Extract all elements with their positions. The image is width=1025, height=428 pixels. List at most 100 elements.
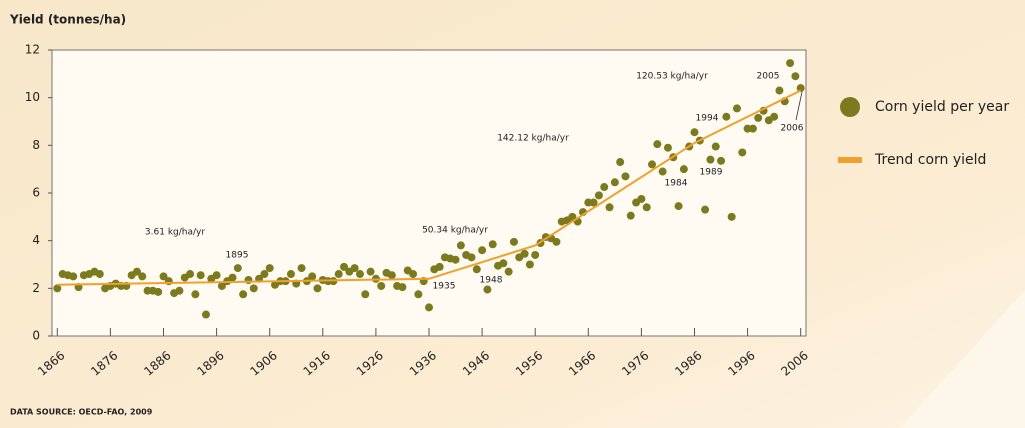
point [732,104,741,113]
annotation: 1994 [696,114,719,124]
y-tick-label: 12 [25,43,40,57]
point [499,259,508,268]
legend-marker [840,97,860,117]
point [249,284,258,293]
point [196,271,205,280]
point [217,281,226,290]
annotation: 1935 [433,282,456,292]
point [642,203,651,212]
point [186,270,195,279]
point [504,267,513,276]
point [201,310,210,319]
point [701,205,710,214]
point [467,253,476,262]
annotation: 1989 [700,168,723,178]
point [738,148,747,157]
point [377,281,386,290]
point [610,178,619,187]
point [552,237,561,246]
point [594,191,603,200]
point [132,267,141,276]
point [653,140,662,149]
point [637,194,646,203]
annotation: 2006 [781,124,804,134]
point [531,250,540,259]
background-shape [900,290,1025,428]
annotation: 2005 [757,72,780,82]
annotation: 50.34 kg/ha/yr [422,226,488,236]
point [233,264,242,273]
point [754,113,763,122]
point [711,142,720,151]
legend-label: Corn yield per year [875,99,1009,115]
point [297,264,306,273]
point [488,240,497,249]
point [435,262,444,271]
point [791,72,800,81]
point [748,124,757,133]
annotation: 1984 [665,179,688,189]
point [387,271,396,280]
point [286,270,295,279]
point [334,270,343,279]
point [727,212,736,221]
y-tick-label: 6 [32,186,40,200]
point [722,112,731,121]
point [366,267,375,276]
point [308,272,317,281]
point [626,211,635,220]
point [451,255,460,264]
point [663,143,672,152]
point [679,165,688,174]
legend-marker [838,157,862,163]
point [674,202,683,211]
point [228,273,237,282]
point [265,264,274,273]
point [600,183,609,192]
trend-line [57,89,802,286]
point [770,112,779,121]
point [175,286,184,295]
point [159,272,168,281]
point [456,241,465,250]
annotation: 3.61 kg/ha/yr [145,228,205,238]
point [589,198,598,207]
point [775,86,784,95]
y-tick-label: 10 [25,90,40,104]
leader-line [795,91,803,121]
point [409,270,418,279]
point [244,275,253,284]
point [239,290,248,299]
y-tick-label: 2 [32,281,40,295]
point [313,284,322,293]
point [398,283,407,292]
point [616,158,625,167]
point [138,272,147,281]
point [520,249,529,258]
point [69,272,78,281]
point [525,260,534,269]
point [355,270,364,279]
point [796,84,805,93]
point [95,270,104,279]
point [361,290,370,299]
annotation: 1948 [480,276,503,286]
point [478,246,487,255]
point [53,284,62,293]
y-tick-label: 4 [32,233,40,247]
point [568,212,577,221]
point [706,155,715,164]
point [191,290,200,299]
plot-area [51,49,807,337]
point [472,265,481,274]
point [509,237,518,246]
point [154,287,163,296]
annotation: 120.53 kg/ha/yr [636,72,708,82]
y-axis-label: Yield (tonnes/ha) [9,13,126,27]
point [425,303,433,312]
point [414,290,423,299]
point [340,262,349,271]
annotation: 142.12 kg/ha/yr [497,134,569,144]
source: DATA SOURCE: OECD-FAO, 2009 [10,408,153,417]
